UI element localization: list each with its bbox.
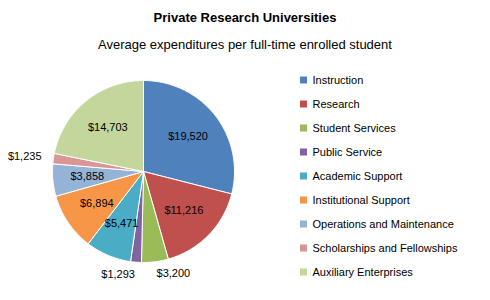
svg-text:Instruction: Instruction [313, 74, 364, 86]
svg-text:Academic Support: Academic Support [313, 170, 403, 182]
html-text:Private Research Universities: Private Research Universities [153, 10, 337, 25]
svg-text:Research: Research [313, 98, 360, 110]
svg-text:Student Services: Student Services [313, 122, 397, 134]
svg-text:$3,200: $3,200 [157, 267, 191, 279]
svg-text:Public Service: Public Service [313, 146, 383, 158]
svg-text:$1,235: $1,235 [8, 150, 42, 162]
svg-text:$3,858: $3,858 [71, 170, 105, 182]
svg-text:$1,293: $1,293 [101, 268, 135, 280]
svg-text:Operations and Maintenance: Operations and Maintenance [313, 218, 454, 230]
svg-text:$19,520: $19,520 [168, 130, 208, 142]
svg-text:$14,703: $14,703 [88, 121, 128, 133]
svg-text:$5,471: $5,471 [105, 217, 139, 229]
svg-text:Institutional Support: Institutional Support [313, 194, 410, 206]
svg-text:$11,216: $11,216 [164, 204, 203, 216]
svg-text:$6,894: $6,894 [80, 197, 114, 209]
svg-text:Scholarships and Fellowships: Scholarships and Fellowships [313, 242, 458, 254]
html-text:Average expenditures per full-: Average expenditures per full-time enrol… [98, 37, 392, 52]
svg-text:Auxiliary Enterprises: Auxiliary Enterprises [313, 266, 414, 278]
